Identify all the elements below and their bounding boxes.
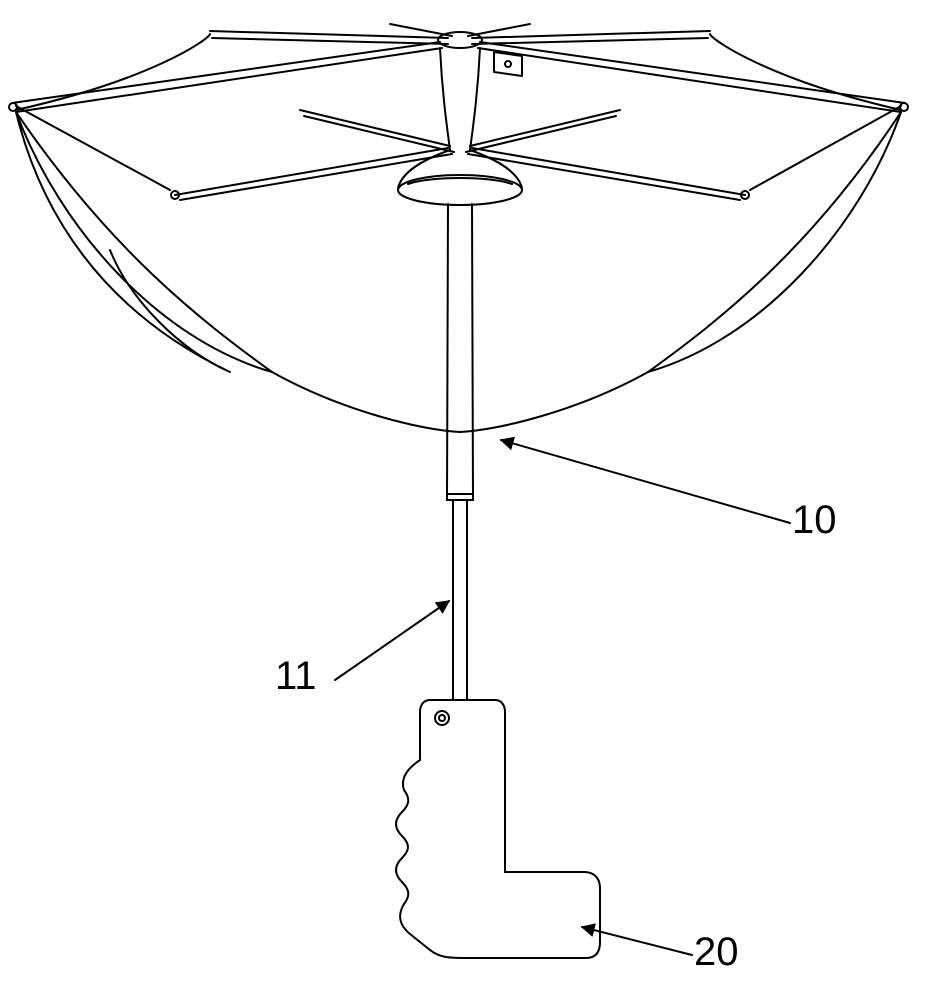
hub-lug — [494, 52, 522, 76]
runner-funnel — [398, 48, 522, 205]
stretchers — [16, 106, 901, 200]
callout-11: 11 — [275, 654, 317, 699]
callout-20: 20 — [694, 930, 739, 975]
handle — [396, 700, 600, 958]
ribs — [9, 24, 908, 112]
hub-lug-pin — [505, 61, 511, 67]
shaft-lower — [453, 500, 467, 700]
shaft-upper — [447, 204, 473, 500]
leaders — [335, 440, 790, 955]
canopy-edge — [16, 34, 901, 432]
callout-10: 10 — [792, 498, 837, 543]
